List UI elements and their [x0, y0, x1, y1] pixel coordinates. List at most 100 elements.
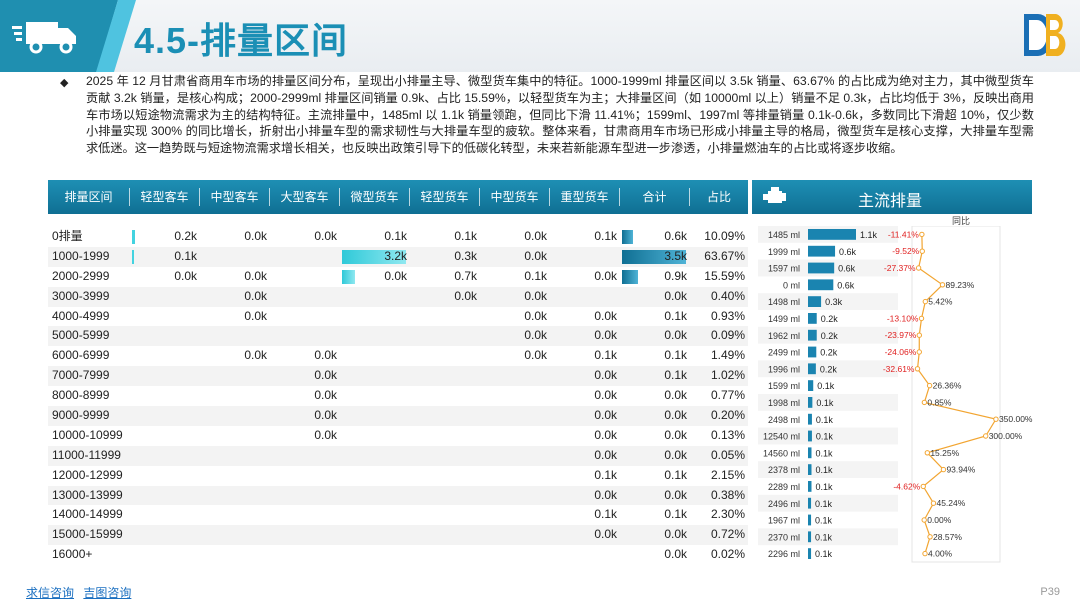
- table-cell: [130, 307, 200, 327]
- table-cell: [410, 426, 480, 446]
- col-header: 中型客车: [200, 188, 270, 206]
- sales-bar: [808, 245, 836, 257]
- yoy-frame: [911, 226, 1001, 563]
- table-cell: 0.20%: [710, 408, 745, 423]
- table-cell: [340, 545, 410, 565]
- table-cell: 0.0k: [524, 308, 547, 323]
- light-bus-bar: [132, 249, 134, 264]
- total-bar: [622, 230, 633, 244]
- yoy-value: -24.06%: [885, 347, 917, 357]
- table-cell: [480, 466, 550, 486]
- sales-value: 0.6k: [838, 264, 856, 274]
- table-row: 1000-1999 0.1k 3.2k 0.3k 0.0k 3.5k 63.67%: [48, 246, 748, 267]
- row-label: 9000-9999: [52, 408, 110, 423]
- table-cell: [200, 326, 270, 346]
- displacement-label: 2370 ml: [768, 532, 800, 542]
- table-cell: 0.0k: [244, 348, 267, 363]
- table-cell: [410, 307, 480, 327]
- sales-bar: [808, 514, 812, 526]
- table-cell: 0.1k: [454, 229, 477, 243]
- table-cell: 2.15%: [710, 467, 745, 482]
- db-logo-icon: [1024, 14, 1066, 57]
- table-cell: [200, 386, 270, 406]
- displacement-label: 1996 ml: [768, 364, 800, 374]
- sales-value: 0.6k: [837, 280, 855, 290]
- yoy-point: [993, 416, 999, 422]
- row-bg: [758, 394, 898, 411]
- yoy-point: [921, 517, 927, 523]
- truck-icon: [12, 22, 76, 54]
- table-cell: [340, 505, 410, 525]
- table-cell: [340, 525, 410, 545]
- table-row: 4000-4999 0.0k 0.0k 0.0k 0.1k 0.93%: [48, 307, 748, 327]
- table-cell: 0.0k: [524, 328, 547, 343]
- displacement-label: 1999 ml: [768, 247, 800, 257]
- row-label: 11000-11999: [52, 447, 121, 462]
- yoy-value: 5.42%: [928, 297, 953, 307]
- total-bar: [622, 269, 638, 284]
- sales-value: 0.1k: [815, 549, 833, 559]
- yoy-point: [983, 433, 989, 439]
- displacement-label: 2499 ml: [768, 348, 800, 358]
- sales-value: 0.1k: [815, 448, 833, 458]
- sales-value: 0.2k: [820, 348, 838, 358]
- table-cell: [130, 406, 200, 426]
- sales-value: 0.1k: [815, 482, 833, 492]
- row-label: 16000+: [52, 547, 93, 562]
- displacement-label: 2378 ml: [768, 465, 800, 475]
- table-cell: [410, 366, 480, 386]
- yoy-point: [919, 231, 925, 238]
- table-cell: [270, 307, 340, 327]
- yoy-value: 300.00%: [989, 431, 1023, 441]
- table-cell: [480, 366, 550, 386]
- table-row: 14000-14999 0.1k 0.1k 2.30%: [48, 505, 748, 525]
- table-row: 7000-7999 0.0k 0.0k 0.1k 1.02%: [48, 366, 748, 387]
- table-cell: [340, 466, 410, 486]
- row-bg: [758, 461, 898, 478]
- table-cell: [130, 386, 200, 406]
- table-cell: 0.0k: [594, 447, 617, 462]
- yoy-value: -11.41%: [888, 229, 919, 239]
- table-cell: [340, 346, 410, 366]
- table-cell: [480, 505, 550, 525]
- yoy-point: [926, 382, 933, 389]
- table-cell: 3.5k: [664, 248, 687, 263]
- col-header: 排量区间: [48, 188, 130, 206]
- row-bg: [758, 494, 898, 512]
- table-cell: 0.93%: [710, 308, 745, 323]
- table-cell: 0.0k: [594, 268, 617, 283]
- light-bus-bar: [132, 230, 135, 244]
- table-cell: [480, 386, 550, 406]
- table-cell: [130, 545, 200, 565]
- table-cell: [340, 426, 410, 446]
- table-cell: [200, 247, 270, 267]
- table-cell: 0.0k: [664, 408, 687, 423]
- table-cell: 0.9k: [664, 268, 687, 283]
- displacement-label: 0 ml: [783, 280, 800, 290]
- table-cell: 0.0k: [594, 308, 617, 323]
- sales-bar: [808, 329, 817, 341]
- table-cell: [130, 346, 200, 366]
- row-label: 13000-13999: [52, 487, 123, 502]
- table-cell: [480, 406, 550, 426]
- table-cell: [340, 486, 410, 506]
- yoy-point: [922, 550, 928, 557]
- footer-link-2[interactable]: 吉图咨询: [83, 586, 132, 600]
- table-cell: [200, 406, 270, 426]
- footer-link-1[interactable]: 求信咨询: [26, 586, 75, 600]
- table-cell: [410, 346, 480, 366]
- page-title: 4.5-排量区间: [134, 20, 349, 61]
- col-header: 轻型客车: [130, 188, 200, 206]
- table-cell: 0.1k: [664, 507, 687, 522]
- table-cell: [270, 545, 340, 565]
- table-cell: 0.09%: [710, 328, 745, 343]
- table-cell: 0.6k: [664, 229, 687, 243]
- table-cell: [340, 406, 410, 426]
- sales-bar: [808, 464, 812, 475]
- yoy-value: 26.36%: [933, 381, 962, 391]
- sales-value: 0.1k: [817, 381, 835, 391]
- table-cell: [270, 446, 340, 466]
- sales-bar: [808, 397, 813, 408]
- sales-value: 0.3k: [825, 297, 843, 307]
- table-cell: [410, 386, 480, 406]
